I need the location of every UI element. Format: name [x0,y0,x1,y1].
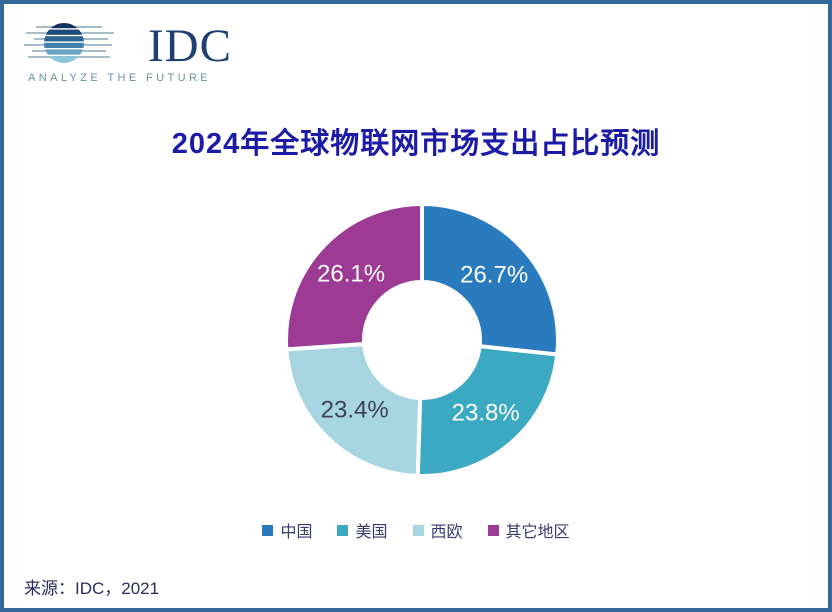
legend-label: 中国 [280,524,313,541]
donut-chart: 26.7% 23.8% 23.4% 26.1% [272,190,572,490]
chart-title: 2024年全球物联网市场支出占比预测 [171,128,661,160]
donut-slice-3 [284,201,424,352]
donut-slice-1 [415,343,560,478]
source-note: 来源：IDC，2021 [24,579,160,598]
donut-slice-0 [420,201,560,357]
idc-logo-tagline: ANALYZE THE FUTURE [28,72,212,84]
legend-item-0: 中国 [262,518,312,542]
legend-swatch-icon [412,524,424,536]
idc-logo: IDC ANALYZE THE FUTURE [22,20,252,84]
legend-swatch-icon [487,524,499,536]
chart-legend: 中国 美国 西欧 其它地区 [4,518,828,542]
legend-swatch-icon [262,524,274,536]
slice-value-label: 26.7% [460,262,528,289]
legend-label: 其它地区 [505,524,570,541]
slice-value-label: 26.1% [317,260,385,287]
legend-label: 美国 [355,524,388,541]
legend-swatch-icon [337,524,349,536]
slice-value-label: 23.8% [452,400,520,427]
legend-item-1: 美国 [337,518,388,542]
slice-value-label: 23.4% [321,396,389,423]
idc-logo-text: IDC [148,20,232,72]
legend-item-2: 西欧 [412,518,463,542]
striped-globe-icon [24,23,114,63]
legend-label: 西欧 [430,524,463,541]
legend-item-3: 其它地区 [487,518,570,542]
donut-slice-2 [284,341,423,478]
